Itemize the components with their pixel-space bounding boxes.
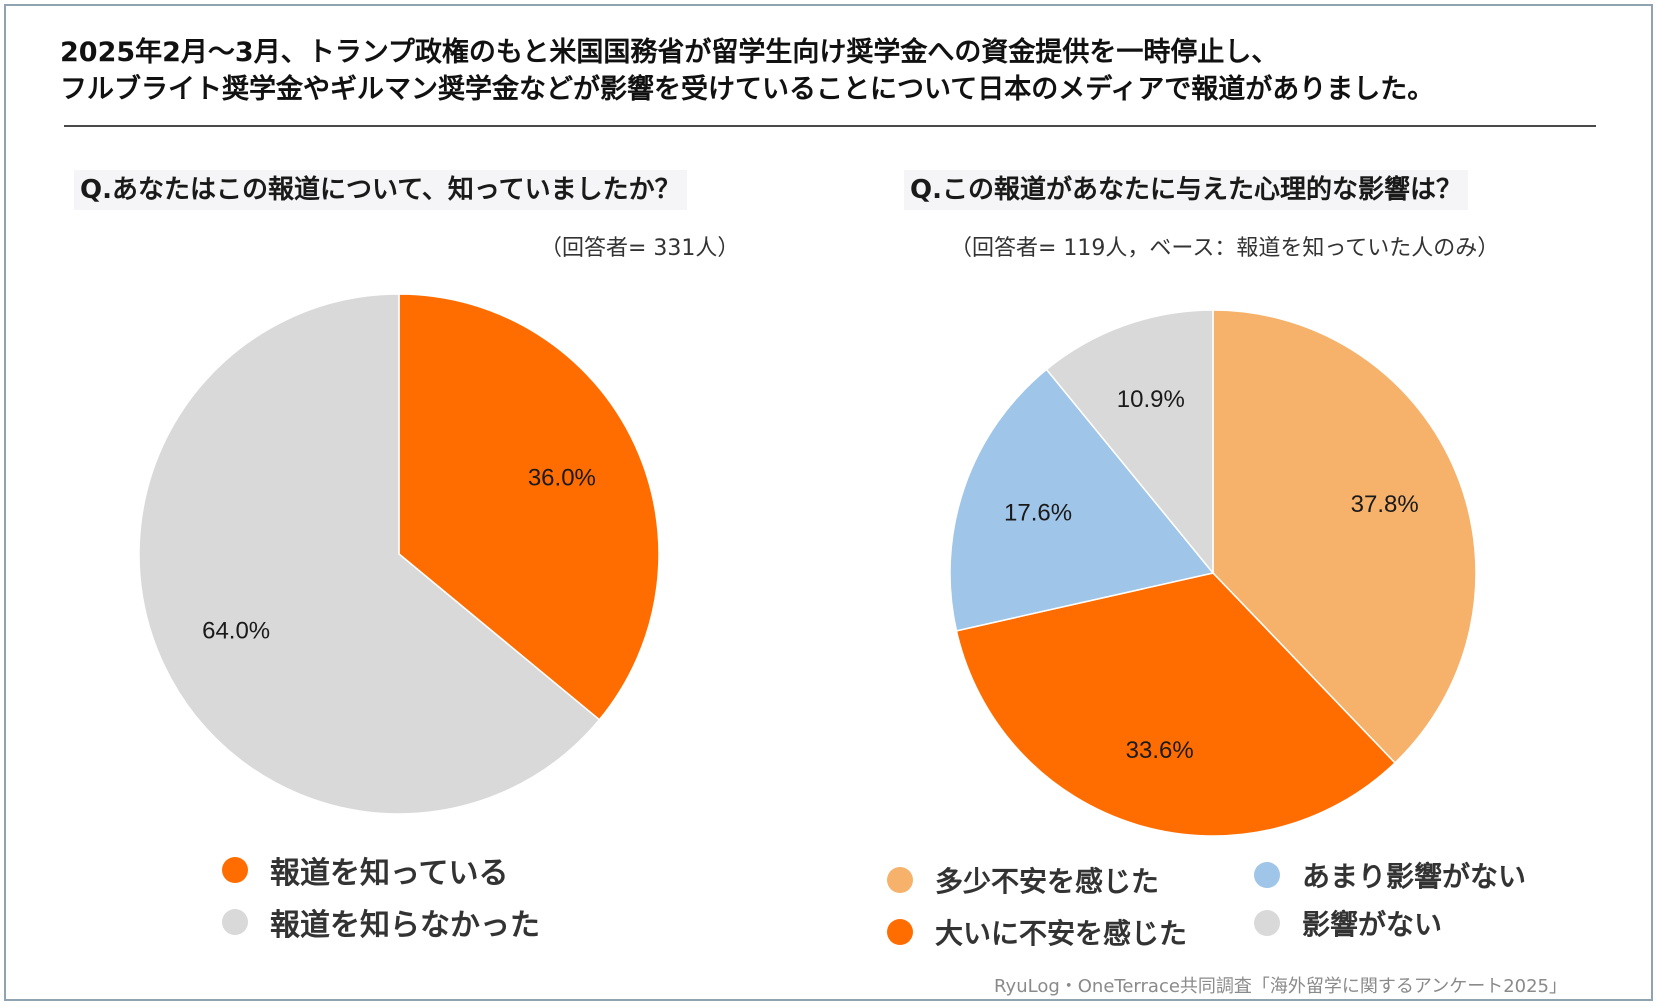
legend-swatch [1254,910,1280,936]
pie-slice [955,572,1397,837]
legend-swatch [1254,862,1280,888]
legend-label: 影響がない [1302,908,1443,941]
pie-data-label: 33.6% [1126,737,1194,764]
pie-data-label: 17.6% [1004,500,1072,527]
chart1-pie: 36.0% 64.0% [138,293,660,815]
pie-data-label: 36.0% [528,464,596,491]
chart1-title: Q.あなたはこの報道について、知っていましたか？ [74,170,687,210]
chart1-subtitle: （回答者= 331人） [540,236,740,261]
legend-label: 大いに不安を感じた [935,917,1188,950]
legend-label: 報道を知っている [270,856,509,891]
pie-slice [398,293,660,721]
pie-slice [1212,309,1477,764]
headline-line-1: 2025年2月〜3月、トランプ政権のもと米国国務省が留学生向け奨学金への資金提供… [60,37,1279,68]
headline-line-2: フルブライト奨学金やギルマン奨学金などが影響を受けていることについて日本のメディ… [60,74,1435,105]
pie-data-label: 10.9% [1117,386,1185,413]
legend-swatch [222,909,248,935]
pie-slice [1045,309,1214,576]
legend-swatch [887,919,913,945]
pie-slice [949,368,1215,632]
chart2-legend-item-1: 大いに不安を感じた [887,912,1187,952]
pie-data-label: 64.0% [202,618,270,645]
legend-label: 報道を知らなかった [270,908,540,943]
chart2-pie: 37.8% 33.6% 17.6% 10.9% [949,309,1477,837]
pie-slice [138,293,601,815]
chart2-subtitle: （回答者= 119人，ベース：報道を知っていた人のみ） [950,236,1500,261]
headline: 2025年2月〜3月、トランプ政権のもと米国国務省が留学生向け奨学金への資金提供… [60,34,1620,108]
legend-swatch [887,867,913,893]
chart1-legend-item-0: 報道を知っている [222,848,509,892]
chart2-title: Q.この報道があなたに与えた心理的な影響は？ [904,170,1468,210]
chart2-legend-item-3: 影響がない [1254,903,1442,943]
pie-data-label: 37.8% [1351,491,1419,518]
legend-swatch [222,857,248,883]
source-footer: RyuLog・OneTerrace共同調査「海外留学に関するアンケート2025」 [994,976,1567,997]
legend-label: 多少不安を感じた [935,865,1160,898]
divider [64,125,1596,127]
chart2-legend-item-0: 多少不安を感じた [887,860,1159,900]
chart2-legend-item-2: あまり影響がない [1254,855,1526,895]
chart1-legend-item-1: 報道を知らなかった [222,900,540,944]
legend-label: あまり影響がない [1302,860,1527,893]
